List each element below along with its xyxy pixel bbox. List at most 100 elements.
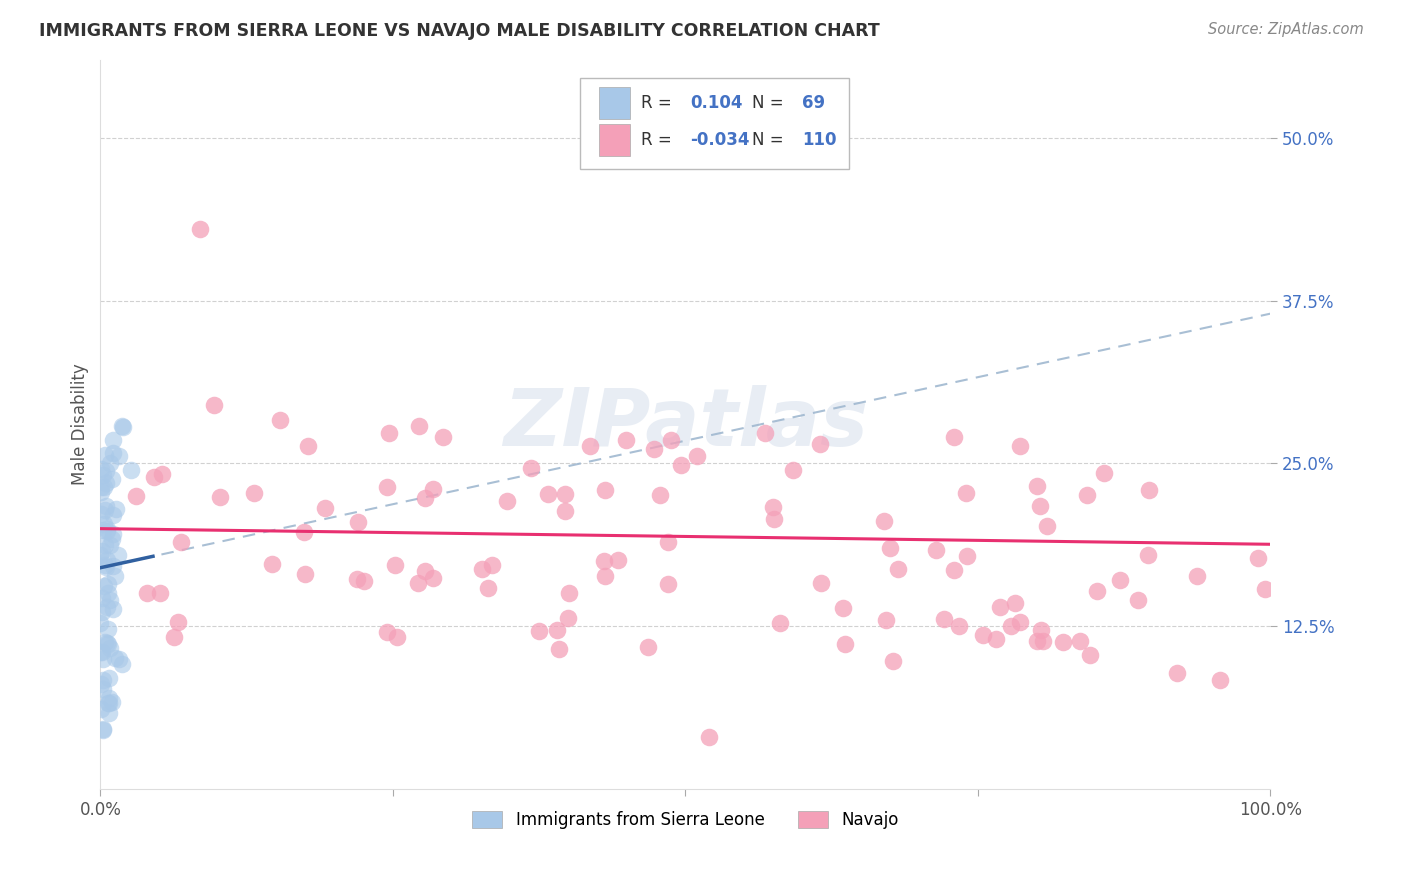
Point <box>1254 582 1277 597</box>
Point <box>97 586 120 600</box>
Point <box>659 434 682 448</box>
Point <box>1209 673 1232 687</box>
Point <box>413 491 436 505</box>
Point <box>384 558 406 572</box>
Point <box>163 630 186 644</box>
Point <box>91 467 114 482</box>
Point <box>1166 666 1188 681</box>
Point <box>548 641 571 656</box>
Text: ZIPatlas: ZIPatlas <box>503 385 868 464</box>
Point <box>149 586 172 600</box>
Point <box>101 602 124 616</box>
Point <box>89 644 111 658</box>
Point <box>104 502 127 516</box>
Point <box>1000 619 1022 633</box>
Point <box>98 538 121 552</box>
Text: R =: R = <box>641 95 676 112</box>
Point <box>925 542 948 557</box>
Point <box>378 425 401 440</box>
Point <box>972 628 994 642</box>
Point <box>208 490 231 504</box>
Point <box>648 488 671 502</box>
Point <box>297 439 319 453</box>
Point <box>606 552 628 566</box>
Point <box>111 419 134 434</box>
Point <box>593 554 616 568</box>
Point <box>111 419 134 434</box>
Point <box>202 398 225 412</box>
Point <box>111 657 134 672</box>
Point <box>96 475 118 490</box>
Point <box>94 449 117 463</box>
Point <box>90 702 112 716</box>
Point <box>1025 478 1047 492</box>
Point <box>557 586 579 600</box>
Point <box>1026 634 1049 648</box>
Text: N =: N = <box>752 131 783 149</box>
Point <box>408 576 430 591</box>
Point <box>614 434 637 448</box>
Point <box>657 577 679 591</box>
Point <box>422 482 444 496</box>
Point <box>879 541 901 556</box>
Point <box>97 637 120 651</box>
Point <box>1137 549 1160 563</box>
Point <box>554 487 576 501</box>
Point <box>769 615 792 630</box>
Point <box>292 524 315 539</box>
Point <box>101 526 124 541</box>
Point <box>120 463 142 477</box>
Point <box>554 504 576 518</box>
Point <box>101 446 124 460</box>
Point <box>536 486 558 500</box>
Point <box>93 723 115 738</box>
Point <box>1126 592 1149 607</box>
Point <box>94 538 117 552</box>
Point <box>422 571 444 585</box>
Point <box>91 723 114 737</box>
Point <box>669 458 692 472</box>
Point <box>108 652 131 666</box>
Point <box>1137 483 1160 498</box>
Point <box>96 599 118 614</box>
Point <box>94 499 117 513</box>
Point <box>955 486 977 500</box>
Point <box>269 413 291 427</box>
Point <box>94 465 117 479</box>
Point <box>314 500 336 515</box>
Point <box>91 681 114 696</box>
Point <box>97 691 120 706</box>
Point <box>97 696 120 710</box>
Point <box>943 564 966 578</box>
Text: 110: 110 <box>803 131 837 149</box>
Point <box>107 548 129 562</box>
FancyBboxPatch shape <box>581 78 849 169</box>
Point <box>385 631 408 645</box>
Text: Source: ZipAtlas.com: Source: ZipAtlas.com <box>1208 22 1364 37</box>
Point <box>188 222 211 236</box>
Point <box>432 429 454 443</box>
Point <box>782 463 804 477</box>
Point <box>754 426 776 441</box>
Point <box>170 534 193 549</box>
Point <box>413 564 436 578</box>
Point <box>89 616 111 631</box>
Point <box>1069 633 1091 648</box>
Point <box>948 619 970 633</box>
Point <box>887 562 910 576</box>
Point <box>93 480 115 494</box>
Point <box>1036 519 1059 533</box>
Point <box>90 677 112 691</box>
Point <box>377 624 399 639</box>
Point <box>94 558 117 572</box>
Point <box>477 581 499 595</box>
Point <box>932 612 955 626</box>
Point <box>520 460 543 475</box>
Point <box>104 569 127 583</box>
Point <box>347 515 370 529</box>
Point <box>643 442 665 456</box>
Point <box>166 615 188 630</box>
Point <box>353 574 375 588</box>
Text: R =: R = <box>641 131 676 149</box>
Point <box>637 640 659 655</box>
